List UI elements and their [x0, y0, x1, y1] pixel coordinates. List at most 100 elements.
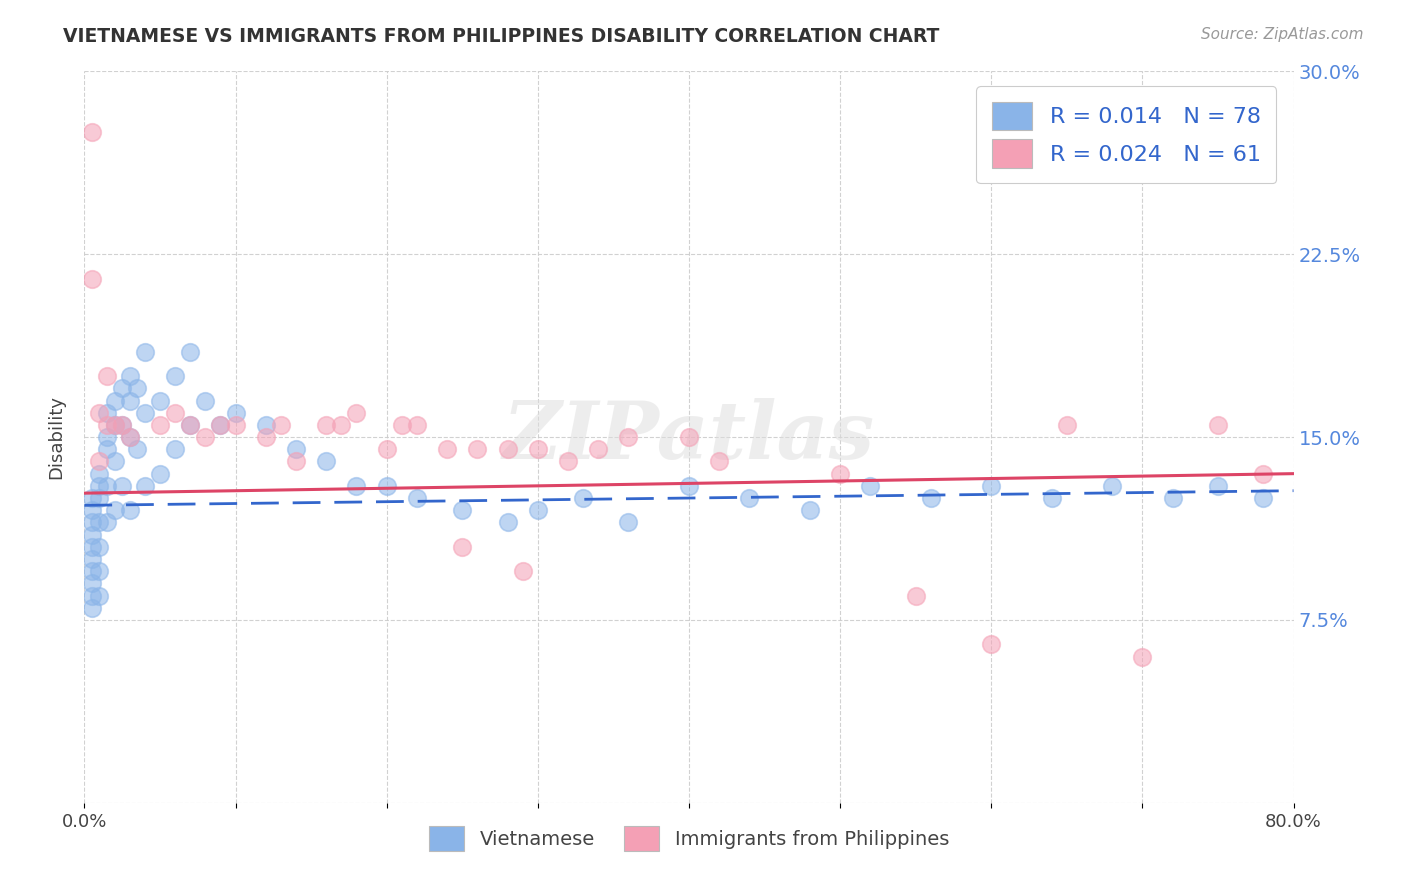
Point: [496, 516, 519, 530]
Point: [104, 417, 127, 432]
Point: [118, 503, 141, 517]
Point: [285, 442, 308, 457]
Point: [111, 417, 134, 432]
Point: [80, 552, 103, 566]
Point: [436, 442, 458, 457]
Point: [285, 454, 308, 468]
Point: [89, 540, 111, 554]
Point: [96, 369, 118, 384]
Point: [118, 369, 141, 384]
Point: [254, 417, 277, 432]
Point: [980, 637, 1002, 651]
Point: [588, 442, 610, 457]
Point: [859, 479, 882, 493]
Point: [118, 430, 141, 444]
Point: [406, 417, 429, 432]
Point: [104, 454, 127, 468]
Point: [179, 344, 201, 359]
Y-axis label: Disability: Disability: [48, 395, 66, 479]
Point: [738, 491, 761, 505]
Point: [1206, 417, 1229, 432]
Text: VIETNAMESE VS IMMIGRANTS FROM PHILIPPINES DISABILITY CORRELATION CHART: VIETNAMESE VS IMMIGRANTS FROM PHILIPPINE…: [63, 27, 939, 45]
Point: [1161, 491, 1184, 505]
Point: [96, 516, 118, 530]
Point: [1056, 417, 1078, 432]
Point: [678, 430, 700, 444]
Point: [89, 454, 111, 468]
Point: [179, 417, 201, 432]
Point: [346, 406, 368, 420]
Point: [209, 417, 232, 432]
Point: [315, 454, 337, 468]
Point: [572, 491, 595, 505]
Point: [118, 430, 141, 444]
Point: [451, 540, 474, 554]
Point: [149, 467, 172, 481]
Point: [1206, 479, 1229, 493]
Point: [451, 503, 474, 517]
Point: [96, 417, 118, 432]
Point: [165, 442, 187, 457]
Point: [346, 479, 368, 493]
Point: [80, 516, 103, 530]
Point: [1253, 491, 1275, 505]
Point: [80, 576, 103, 591]
Point: [118, 393, 141, 408]
Point: [80, 564, 103, 578]
Point: [209, 417, 232, 432]
Point: [254, 430, 277, 444]
Point: [149, 417, 172, 432]
Point: [80, 503, 103, 517]
Point: [617, 430, 640, 444]
Point: [149, 393, 172, 408]
Point: [194, 393, 217, 408]
Point: [111, 381, 134, 395]
Point: [89, 467, 111, 481]
Point: [270, 417, 292, 432]
Point: [127, 381, 149, 395]
Point: [96, 430, 118, 444]
Point: [89, 479, 111, 493]
Point: [1040, 491, 1063, 505]
Point: [617, 516, 640, 530]
Point: [179, 417, 201, 432]
Point: [194, 430, 217, 444]
Point: [830, 467, 852, 481]
Point: [391, 417, 413, 432]
Point: [980, 479, 1002, 493]
Point: [315, 417, 337, 432]
Point: [80, 540, 103, 554]
Point: [104, 393, 127, 408]
Point: [799, 503, 821, 517]
Point: [375, 442, 398, 457]
Point: [96, 406, 118, 420]
Point: [527, 503, 550, 517]
Point: [467, 442, 489, 457]
Point: [134, 479, 156, 493]
Point: [375, 479, 398, 493]
Point: [111, 417, 134, 432]
Point: [1130, 649, 1153, 664]
Point: [1101, 479, 1123, 493]
Point: [80, 527, 103, 541]
Point: [165, 369, 187, 384]
Point: [80, 491, 103, 505]
Point: [904, 589, 927, 603]
Text: Source: ZipAtlas.com: Source: ZipAtlas.com: [1201, 27, 1364, 42]
Point: [80, 589, 103, 603]
Point: [512, 564, 534, 578]
Point: [89, 564, 111, 578]
Legend: Vietnamese, Immigrants from Philippines: Vietnamese, Immigrants from Philippines: [422, 818, 956, 859]
Point: [527, 442, 550, 457]
Point: [1253, 467, 1275, 481]
Point: [406, 491, 429, 505]
Point: [80, 600, 103, 615]
Point: [89, 491, 111, 505]
Point: [678, 479, 700, 493]
Point: [104, 503, 127, 517]
Point: [330, 417, 353, 432]
Point: [496, 442, 519, 457]
Point: [134, 406, 156, 420]
Point: [134, 344, 156, 359]
Point: [96, 479, 118, 493]
